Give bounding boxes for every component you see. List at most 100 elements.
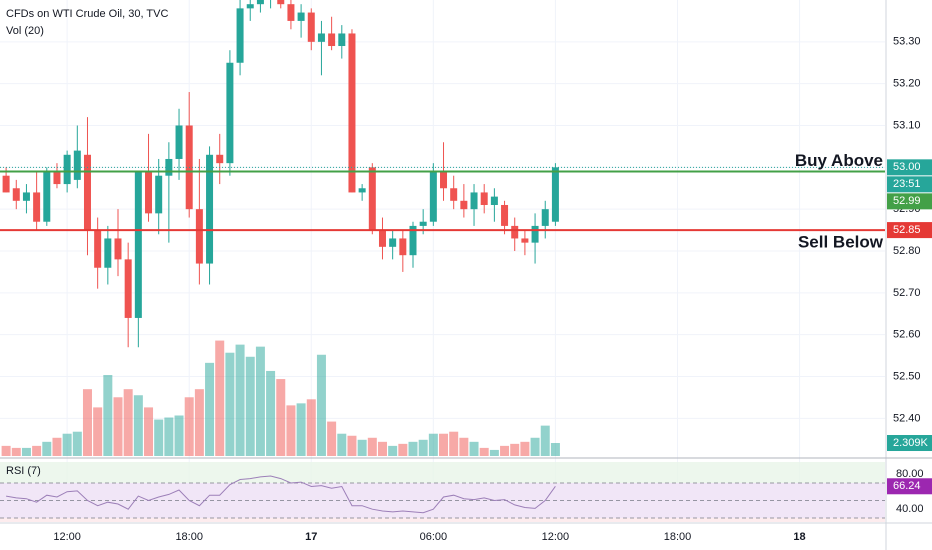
candle-body: [419, 221, 427, 226]
candle-body: [114, 238, 122, 260]
volume-bar: [347, 435, 357, 456]
candle-body: [317, 33, 325, 42]
rsi-tick-label: 80.00: [896, 468, 924, 480]
volume-bar: [286, 405, 296, 456]
countdown-tag-bg: [887, 176, 932, 193]
rsi-tag: 66.24: [887, 478, 932, 495]
buy-level-tag-bg: [887, 193, 932, 210]
volume-bar: [205, 362, 215, 456]
volume-bar: [418, 439, 428, 456]
volume-bar: [113, 397, 123, 456]
candle-body: [450, 188, 458, 201]
volume-bar: [72, 431, 82, 456]
volume-bar: [327, 421, 337, 456]
y-tick-label: 52.40: [893, 412, 921, 424]
candle-body: [256, 0, 264, 5]
candle-body: [145, 171, 153, 214]
candle-body: [470, 192, 478, 210]
x-tick-label: 17: [305, 531, 317, 543]
volume-bar: [194, 389, 204, 456]
volume-bar: [367, 437, 377, 456]
volume-bar: [276, 379, 286, 456]
candle-body: [53, 171, 61, 185]
candle-body: [124, 259, 132, 318]
candle-body: [22, 192, 30, 201]
rsi-title: RSI (7): [6, 465, 41, 477]
y-tick-label: 53.10: [893, 119, 921, 131]
candle-body: [440, 171, 448, 189]
countdown-tag: 23:51: [887, 176, 932, 193]
candle-body: [195, 209, 203, 264]
volume-bar: [235, 344, 245, 456]
candle-body: [12, 188, 20, 201]
candle-body: [358, 188, 366, 193]
candle-body: [399, 238, 407, 256]
candle-body: [277, 0, 285, 5]
volume-bar: [296, 403, 306, 456]
y-tick-label: 52.70: [893, 287, 921, 299]
volume-bar: [123, 389, 133, 456]
volume-bar: [103, 375, 113, 456]
candle-body: [389, 238, 397, 247]
volume-bar: [32, 445, 42, 456]
candle-body: [409, 225, 417, 256]
volume-bar: [388, 445, 398, 456]
countdown-tag-text: 23:51: [893, 178, 921, 190]
candle-body: [33, 192, 41, 222]
volume-bar: [133, 395, 143, 456]
volume-tag-text: 2.309K: [893, 437, 929, 449]
x-tick-label: 18:00: [664, 531, 692, 543]
rsi-tag-bg: [887, 478, 932, 495]
candle-body: [2, 175, 10, 193]
price-tags: 53.00 23:51 52.99 52.85 2.309K 66.24: [887, 159, 932, 495]
volume-bar: [459, 437, 469, 456]
volume-bar: [439, 433, 449, 456]
candle-body: [348, 33, 356, 193]
x-tick-label: 12:00: [53, 531, 81, 543]
labels: CFDs on WTI Crude Oil, 30, TVC Vol (20) …: [6, 8, 924, 543]
last-price-tag-text: 53.00: [893, 161, 921, 173]
volume-bar: [520, 441, 530, 456]
volume-bar: [164, 417, 174, 456]
buy-level-tag: 52.99: [887, 193, 932, 210]
volume-bar: [377, 441, 387, 456]
x-tick-label: 18:00: [175, 531, 203, 543]
candle-body: [429, 171, 437, 222]
candle-body: [104, 238, 112, 268]
chart-title: CFDs on WTI Crude Oil, 30, TVC: [6, 8, 168, 20]
rsi-tag-text: 66.24: [893, 480, 921, 492]
volume-bar: [1, 445, 11, 456]
candle-body: [155, 175, 163, 214]
y-tick-label: 52.60: [893, 329, 921, 341]
candle-body: [43, 171, 51, 222]
volume-bar: [479, 447, 489, 456]
volume-bar: [184, 397, 194, 456]
volume-pane: [1, 340, 560, 456]
candle-body: [501, 204, 509, 226]
volume-bar: [500, 445, 510, 456]
candle-body: [338, 33, 346, 47]
candle-body: [73, 150, 81, 180]
candle-body: [226, 62, 234, 164]
x-tick-label: 18: [793, 531, 805, 543]
volume-bar: [510, 443, 520, 456]
candle-body: [134, 171, 142, 318]
volume-bar: [540, 425, 550, 456]
volume-bar: [225, 352, 235, 456]
candle-body: [378, 230, 386, 247]
volume-bar: [530, 437, 540, 456]
y-tick-label: 52.50: [893, 370, 921, 382]
candle-body: [94, 230, 102, 268]
volume-bar: [266, 370, 276, 456]
volume-bar: [550, 443, 560, 456]
volume-bar: [93, 407, 103, 456]
volume-bar: [337, 433, 347, 456]
volume-bar: [154, 419, 164, 456]
volume-bar: [52, 437, 62, 456]
candle-body: [541, 209, 549, 226]
volume-tag: 2.309K: [887, 435, 932, 452]
candle-body: [460, 200, 468, 210]
x-tick-label: 12:00: [542, 531, 570, 543]
rsi-oversold-zone: [0, 517, 885, 522]
